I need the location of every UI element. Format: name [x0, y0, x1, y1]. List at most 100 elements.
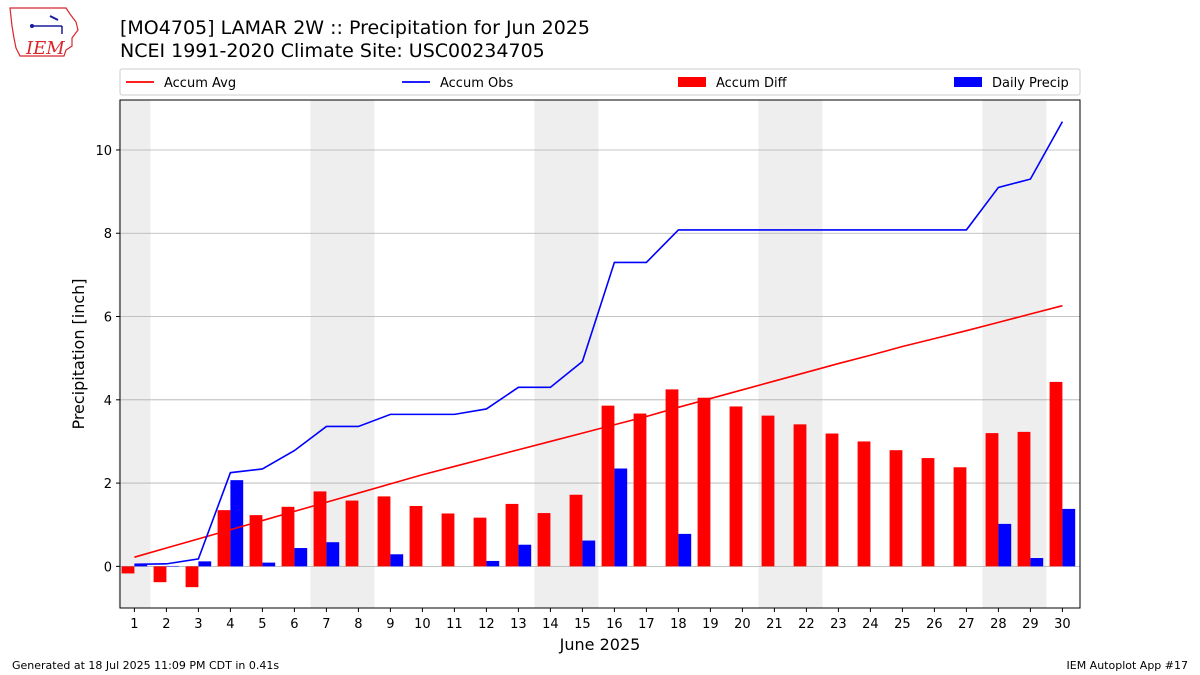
x-tick-label: 5 — [258, 617, 266, 632]
accum-diff-bar — [793, 424, 807, 567]
x-tick-label: 1 — [130, 617, 138, 632]
legend: Accum Avg Accum Obs Accum Diff Daily Precip — [119, 68, 1081, 96]
x-tick-label: 12 — [478, 617, 495, 632]
chart-subtitle: NCEI 1991-2020 Climate Site: USC00234705 — [120, 40, 545, 62]
x-tick-label: 4 — [226, 617, 234, 632]
daily-precip-bar — [166, 565, 180, 567]
daily-precip-bar — [486, 560, 500, 567]
shaded-day-1 — [118, 100, 151, 608]
x-tick-label: 25 — [894, 617, 911, 632]
lines — [134, 121, 1064, 566]
daily-precip-bar — [230, 480, 244, 567]
accum-obs-line — [134, 121, 1064, 566]
daily-precip-bar — [518, 544, 532, 567]
x-tick-label: 26 — [926, 617, 943, 632]
plot-frame — [119, 99, 1081, 609]
legend-label-daily-precip: Daily Precip — [992, 76, 1069, 91]
x-tick-label: 22 — [798, 617, 815, 632]
accum-diff-bar — [345, 500, 359, 567]
legend-swatch-daily-precip — [954, 77, 982, 87]
legend-label-accum-obs: Accum Obs — [440, 76, 513, 91]
legend-label-accum-avg: Accum Avg — [164, 76, 236, 91]
accum-diff-bar — [537, 513, 551, 567]
legend-swatch-accum-diff — [678, 77, 706, 87]
x-tick-label: 3 — [194, 617, 202, 632]
accum-diff-bar — [697, 397, 711, 567]
daily-precip-bar — [678, 533, 692, 567]
iem-logo: IEM — [6, 4, 82, 60]
gridlines — [120, 149, 1080, 567]
accum-diff-bar — [857, 441, 871, 567]
x-tick-label: 7 — [322, 617, 330, 632]
daily-precip-bar — [294, 548, 308, 567]
x-tick-label: 2 — [162, 617, 170, 632]
x-tick-label: 13 — [510, 617, 527, 632]
accum-diff-bar — [185, 566, 199, 588]
y-tick-label: 0 — [104, 560, 112, 575]
legend-box — [119, 68, 1081, 96]
accum-diff-bar — [1049, 381, 1063, 567]
x-tick-label: 19 — [702, 617, 719, 632]
x-tick-label: 10 — [414, 617, 431, 632]
accum-diff-bar — [601, 405, 615, 567]
y-tick-label: 10 — [95, 144, 112, 159]
x-axis-label: June 2025 — [559, 635, 641, 654]
x-tick-label: 27 — [958, 617, 975, 632]
y-tick-label: 4 — [104, 394, 112, 409]
daily-precip-bar — [198, 561, 212, 567]
accum-diff-bar — [729, 406, 743, 567]
x-tick-label: 17 — [638, 617, 655, 632]
accum-diff-bar — [569, 494, 583, 567]
accum-diff-bar — [153, 566, 167, 583]
accum-diff-bar — [505, 503, 519, 567]
y-tick-label: 6 — [104, 311, 112, 326]
daily-precip-bar — [326, 542, 340, 567]
accum-diff-bar — [985, 433, 999, 567]
accum-diff-bar — [953, 467, 967, 567]
accum-diff-bar — [217, 510, 231, 567]
daily-precip-bar — [262, 562, 276, 567]
daily-precip-bar — [390, 554, 404, 567]
x-tick-label: 23 — [830, 617, 847, 632]
daily-precip-bar — [1030, 558, 1044, 567]
generated-timestamp: Generated at 18 Jul 2025 11:09 PM CDT in… — [12, 659, 280, 672]
accum-diff-bar — [1017, 431, 1031, 567]
accum-diff-bar — [313, 491, 327, 567]
y-tick-label: 2 — [104, 477, 112, 492]
chart-title: [MO4705] LAMAR 2W :: Precipitation for J… — [120, 17, 591, 39]
y-axis-label: Precipitation [inch] — [69, 278, 88, 429]
x-tick-label: 6 — [290, 617, 298, 632]
iowa-outline-icon — [9, 7, 79, 57]
app-id: IEM Autoplot App #17 — [1066, 659, 1189, 672]
x-tick-label: 11 — [446, 617, 463, 632]
daily-precip-bar — [998, 523, 1012, 567]
x-tick-label: 16 — [606, 617, 623, 632]
x-tick-label: 8 — [354, 617, 362, 632]
accum-diff-bar — [665, 389, 679, 567]
accum-diff-bar — [825, 433, 839, 567]
accum-diff-bar — [921, 458, 935, 567]
y-tick-label: 8 — [104, 227, 112, 242]
daily-precip-bar — [582, 540, 596, 567]
x-tick-label: 24 — [862, 617, 879, 632]
x-tick-label: 20 — [734, 617, 751, 632]
accum-diff-bar — [377, 496, 391, 567]
accum-diff-bar — [441, 513, 455, 567]
x-tick-label: 21 — [766, 617, 783, 632]
x-tick-label: 15 — [574, 617, 591, 632]
x-tick-label: 29 — [1022, 617, 1039, 632]
accum-diff-bar — [409, 505, 423, 567]
accum-diff-bar — [761, 415, 775, 567]
logo-text: IEM — [26, 38, 65, 59]
accum-diff-bar — [633, 413, 647, 567]
daily-precip-bar — [614, 468, 628, 567]
x-tick-label: 9 — [386, 617, 394, 632]
x-tick-label: 28 — [990, 617, 1007, 632]
legend-label-accum-diff: Accum Diff — [716, 76, 788, 91]
daily-precip-bar — [134, 564, 148, 567]
accum-diff-bar — [281, 506, 295, 567]
x-tick-label: 18 — [670, 617, 687, 632]
accum-avg-line — [134, 304, 1063, 558]
